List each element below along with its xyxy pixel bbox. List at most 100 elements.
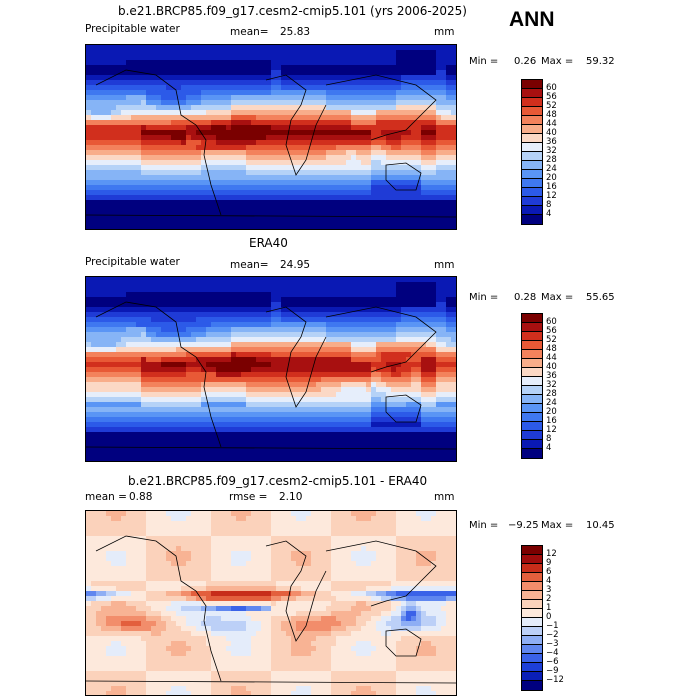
colorbar-swatch: [522, 359, 542, 368]
colorbar-tick-label: 8: [546, 434, 552, 444]
colorbar-swatch: [522, 573, 542, 582]
panel-2-min-value: 0.28: [514, 292, 537, 303]
colorbar-swatch: [522, 546, 542, 555]
panel-1-min-label: Min =: [469, 56, 499, 67]
colorbar-tick-label: 44: [546, 119, 557, 129]
panel-1-mean-label: mean=: [230, 26, 269, 38]
colorbar-tick-label: 28: [546, 389, 557, 399]
colorbar-swatch: [522, 600, 542, 609]
panel-2-contour-field: [86, 277, 456, 461]
panel-1-units: mm: [434, 26, 455, 38]
panel-2-max-label: Max =: [541, 292, 574, 303]
colorbar-swatch: [522, 323, 542, 332]
colorbar-swatch: [522, 125, 542, 134]
colorbar-tick-label: 8: [546, 200, 552, 210]
colorbar-tick-label: 52: [546, 335, 557, 345]
colorbar-tick-label: 0: [546, 612, 552, 622]
colorbar-swatch: [522, 107, 542, 116]
panel-3-contour-field: [86, 511, 456, 695]
colorbar-swatch: [522, 627, 542, 636]
colorbar-swatch: [522, 440, 542, 449]
colorbar-tick-label: −6: [546, 657, 559, 667]
colorbar-swatch: [522, 582, 542, 591]
colorbar-tick-label: 32: [546, 146, 557, 156]
colorbar-swatch: [522, 152, 542, 161]
colorbar-tick-label: 2: [546, 594, 552, 604]
colorbar-swatch: [522, 618, 542, 627]
colorbar-swatch: [522, 89, 542, 98]
panel-1-max-label: Max =: [541, 56, 574, 67]
colorbar-swatch: [522, 350, 542, 359]
panel-1-title: b.e21.BRCP85.f09_g17.cesm2-cmip5.101 (yr…: [118, 4, 467, 18]
colorbar-tick-label: 40: [546, 362, 557, 372]
colorbar-tick-label: −12: [546, 675, 564, 685]
colorbar-swatch: [522, 116, 542, 125]
panel-2-map: [85, 276, 457, 462]
panel-3-colorbar: −12 −9 −6 −4 −3 −2 −1 0 1 2 3 4 6 9 12: [521, 545, 564, 691]
colorbar-tick-label: 24: [546, 398, 557, 408]
colorbar-swatch: [522, 170, 542, 179]
colorbar-tick-label: −4: [546, 648, 559, 658]
colorbar-tick-label: 60: [546, 317, 557, 327]
colorbar-swatch: [522, 179, 542, 188]
colorbar-swatch: [522, 654, 542, 663]
colorbar-tick-label: 16: [546, 416, 557, 426]
colorbar-swatch: [522, 188, 542, 197]
panel-1-map: [85, 44, 457, 230]
colorbar-swatch: [522, 341, 542, 350]
panel-3-title: b.e21.BRCP85.f09_g17.cesm2-cmip5.101 - E…: [128, 474, 428, 488]
colorbar-tick-label: 60: [546, 83, 557, 93]
panel-3-min-label: Min =: [469, 520, 499, 531]
colorbar-swatch: [522, 386, 542, 395]
panel-2-max-value: 55.65: [586, 292, 615, 303]
panel-3-rmse-label: rmse =: [229, 491, 268, 503]
colorbar-swatch: [522, 197, 542, 206]
panel-2-mean-label: mean=: [230, 259, 269, 271]
colorbar-swatch: [522, 143, 542, 152]
colorbar-tick-label: 48: [546, 344, 557, 354]
panel-3-mean-label: mean =: [85, 491, 127, 503]
colorbar-tick-label: 4: [546, 209, 552, 219]
colorbar-tick-label: 4: [546, 443, 552, 453]
panel-3-max-value: 10.45: [586, 520, 615, 531]
panel-2-mean-value: 24.95: [280, 259, 311, 271]
panel-1-variable: Precipitable water: [85, 23, 180, 35]
colorbar-swatch: [522, 134, 542, 143]
colorbar-swatch: [522, 591, 542, 600]
colorbar-swatch: [522, 80, 542, 89]
colorbar-swatch: [522, 368, 542, 377]
colorbar-tick-label: 20: [546, 173, 557, 183]
colorbar-swatch: [522, 609, 542, 618]
colorbar-tick-label: 56: [546, 92, 557, 102]
panel-3-mean-value: 0.88: [129, 491, 153, 503]
panel-1-contour-field: [86, 45, 456, 229]
colorbar-tick-label: −2: [546, 630, 559, 640]
colorbar-tick-label: 12: [546, 425, 557, 435]
colorbar-swatch: [522, 332, 542, 341]
panel-2-variable: Precipitable water: [85, 256, 180, 268]
colorbar-swatch: [522, 377, 542, 386]
colorbar-tick-label: 28: [546, 155, 557, 165]
colorbar-swatch: [522, 422, 542, 431]
colorbar-swatch: [522, 636, 542, 645]
panel-1-max-value: 59.32: [586, 56, 615, 67]
panel-3-max-label: Max =: [541, 520, 574, 531]
panel-1-mean-value: 25.83: [280, 26, 311, 38]
colorbar-tick-label: 20: [546, 407, 557, 417]
colorbar-swatch: [522, 206, 542, 215]
colorbar-tick-label: 9: [546, 558, 552, 568]
colorbar-tick-label: 12: [546, 549, 557, 559]
colorbar-tick-label: −1: [546, 621, 559, 631]
colorbar-swatch: [522, 663, 542, 672]
colorbar-swatch: [522, 645, 542, 654]
colorbar-swatch: [522, 404, 542, 413]
panel-3-units: mm: [434, 491, 455, 503]
colorbar-tick-label: 4: [546, 576, 552, 586]
panel-3-map: [85, 510, 457, 696]
panel-2-title: ERA40: [249, 236, 288, 250]
panel-1-colorbar: 4 8 12 16 20 24 28 32 36 40 44 48 52 56 60: [521, 79, 557, 225]
colorbar-swatch: [522, 681, 542, 690]
colorbar-swatch: [522, 395, 542, 404]
panel-3-rmse-value: 2.10: [279, 491, 303, 503]
colorbar-swatch: [522, 314, 542, 323]
